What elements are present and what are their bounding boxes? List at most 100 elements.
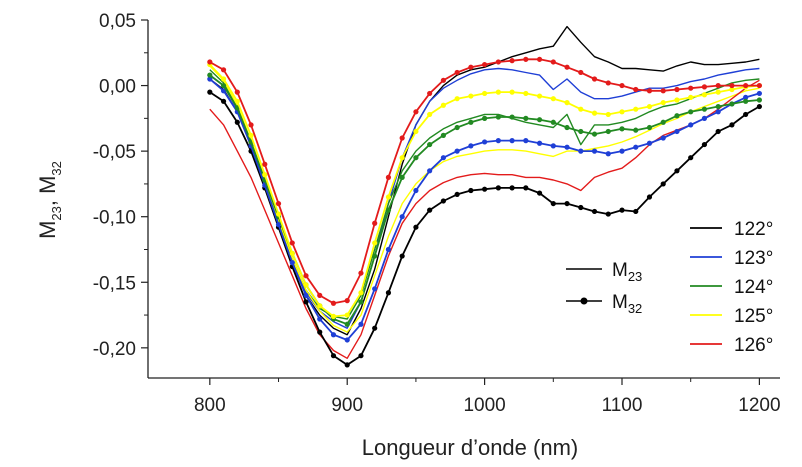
data-point-m32-126 bbox=[413, 109, 419, 115]
data-point-m32-126 bbox=[385, 174, 392, 180]
y-axis-title-sub1: 23 bbox=[49, 206, 64, 220]
data-point-m32-126 bbox=[234, 89, 240, 95]
y-axis-title-m1: M bbox=[35, 221, 60, 239]
data-point-m32-122 bbox=[317, 329, 323, 335]
data-point-m32-125 bbox=[454, 96, 460, 102]
data-point-m32-126 bbox=[372, 220, 378, 226]
data-point-m32-122 bbox=[715, 128, 721, 135]
plot-axes bbox=[147, 20, 780, 379]
data-point-m32-126 bbox=[220, 67, 227, 73]
data-point-m32-122 bbox=[701, 141, 708, 148]
data-point-m32-125 bbox=[578, 106, 584, 112]
data-point-m32-124 bbox=[207, 72, 213, 78]
data-point-m32-122 bbox=[536, 190, 543, 196]
data-point-m32-123 bbox=[220, 88, 227, 94]
data-point-m32-125 bbox=[344, 312, 350, 318]
data-point-m32-124 bbox=[729, 101, 735, 107]
style-legend-m23-sub: 23 bbox=[628, 269, 642, 284]
data-point-m32-123 bbox=[303, 292, 309, 298]
data-point-m32-123 bbox=[523, 138, 529, 144]
data-point-m32-126 bbox=[317, 292, 323, 298]
data-point-m32-125 bbox=[564, 100, 570, 106]
data-point-m32-122 bbox=[385, 290, 392, 296]
y-tick-label: 0,05 bbox=[99, 11, 136, 32]
data-point-m32-122 bbox=[372, 325, 378, 331]
data-point-m32-123 bbox=[275, 221, 282, 228]
data-point-m32-122 bbox=[646, 194, 653, 200]
data-point-m32-125 bbox=[605, 111, 611, 118]
data-point-m32-126 bbox=[427, 90, 433, 97]
data-point-m32-123 bbox=[317, 316, 323, 322]
data-point-m32-125 bbox=[303, 282, 309, 288]
data-point-m32-125 bbox=[468, 93, 474, 99]
style-legend-label-m23: M23 bbox=[612, 260, 642, 284]
data-point-m32-122 bbox=[482, 186, 488, 192]
data-point-m32-123 bbox=[633, 144, 639, 150]
data-point-m32-126 bbox=[303, 273, 309, 279]
series-layer bbox=[207, 25, 762, 368]
x-tick-label: 1200 bbox=[738, 395, 780, 416]
data-point-m32-124 bbox=[385, 207, 392, 213]
data-point-m32-122 bbox=[660, 181, 666, 187]
data-point-m32-123 bbox=[440, 155, 446, 161]
data-point-m32-124 bbox=[743, 98, 749, 104]
x-axis-title: Longueur d’onde (nm) bbox=[362, 435, 578, 460]
data-point-m32-126 bbox=[262, 161, 268, 167]
data-point-m32-126 bbox=[605, 80, 611, 86]
data-point-m32-122 bbox=[207, 89, 213, 95]
data-point-m32-125 bbox=[248, 132, 254, 138]
data-point-m32-126 bbox=[275, 200, 282, 207]
data-point-m32-122 bbox=[564, 200, 570, 207]
data-point-m32-122 bbox=[440, 198, 446, 204]
data-point-m32-123 bbox=[207, 76, 213, 82]
angle-legend-label: 122° bbox=[734, 219, 773, 240]
data-point-m32-125 bbox=[413, 128, 419, 135]
series-line-m23-125 bbox=[209, 65, 760, 333]
data-point-m32-123 bbox=[399, 214, 405, 220]
data-point-m32-125 bbox=[220, 76, 227, 82]
data-point-m32-126 bbox=[729, 82, 735, 89]
data-point-m32-125 bbox=[729, 86, 735, 93]
data-point-m32-122 bbox=[468, 187, 474, 194]
axis-ticks: 800 900 1000 1100 1200 0,05 0,00 -0,05 -0,10 -0,1… bbox=[93, 11, 781, 416]
data-point-m32-124 bbox=[482, 115, 488, 121]
data-point-m32-122 bbox=[220, 98, 227, 104]
data-point-m32-123 bbox=[591, 148, 598, 154]
data-point-m32-124 bbox=[756, 97, 762, 103]
data-point-m32-124 bbox=[454, 124, 460, 131]
data-point-m32-126 bbox=[344, 298, 350, 304]
series-line-m23-122 bbox=[209, 25, 760, 336]
style-legend-dot-marker bbox=[580, 297, 588, 305]
angle-legend: 122° 123° 124° 125° 126° bbox=[690, 219, 773, 356]
data-point-m32-126 bbox=[756, 82, 762, 89]
data-point-m32-122 bbox=[743, 111, 749, 118]
data-point-m32-126 bbox=[633, 86, 639, 93]
data-point-m32-122 bbox=[591, 208, 598, 215]
data-point-m32-124 bbox=[523, 115, 529, 121]
data-point-m32-126 bbox=[468, 64, 474, 70]
data-point-m32-126 bbox=[289, 240, 295, 246]
data-point-m32-124 bbox=[427, 141, 433, 148]
data-point-m32-124 bbox=[646, 124, 653, 131]
data-point-m32-126 bbox=[495, 59, 501, 65]
data-point-m32-126 bbox=[440, 77, 446, 83]
data-point-m32-123 bbox=[578, 148, 584, 154]
data-point-m32-122 bbox=[427, 207, 433, 213]
data-point-m32-123 bbox=[743, 94, 749, 100]
data-point-m32-125 bbox=[688, 94, 694, 100]
data-point-m32-123 bbox=[646, 140, 653, 146]
data-point-m32-123 bbox=[454, 148, 460, 154]
data-point-m32-122 bbox=[413, 224, 419, 230]
data-point-m32-122 bbox=[344, 362, 350, 368]
data-point-m32-125 bbox=[646, 103, 653, 110]
data-point-m32-123 bbox=[344, 337, 350, 343]
data-point-m32-125 bbox=[660, 100, 666, 106]
data-point-m32-123 bbox=[468, 143, 474, 149]
data-point-m32-123 bbox=[688, 122, 694, 128]
y-axis-title-m2: M bbox=[35, 176, 60, 194]
data-point-m32-124 bbox=[591, 131, 598, 137]
data-point-m32-122 bbox=[756, 103, 762, 110]
data-point-m32-123 bbox=[605, 151, 611, 157]
data-point-m32-125 bbox=[674, 97, 680, 103]
y-tick-label: -0,05 bbox=[93, 142, 136, 163]
